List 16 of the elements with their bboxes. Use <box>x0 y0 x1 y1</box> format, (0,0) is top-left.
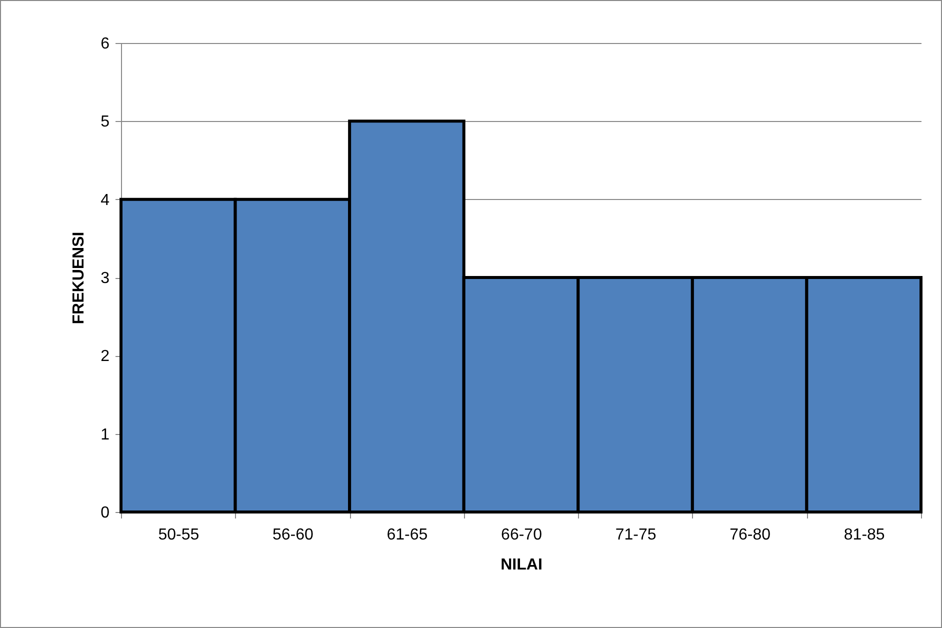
y-tick-label: 2 <box>100 348 110 366</box>
y-tick-label: 6 <box>100 36 110 52</box>
x-tick-label: 61-65 <box>386 526 428 544</box>
y-tick-label: 5 <box>100 114 110 131</box>
y-tick-label: 4 <box>100 192 110 209</box>
x-tick-label: 56-60 <box>272 526 314 544</box>
x-axis-title: NILAI <box>500 556 542 574</box>
y-tick-label: 3 <box>100 270 110 287</box>
x-tick-label: 81-85 <box>844 526 885 544</box>
y-tick-label: 1 <box>100 426 110 444</box>
y-axis-title: FREKUENSI <box>70 232 88 324</box>
x-tick-label: 50-55 <box>158 526 200 544</box>
x-tick-label: 71-75 <box>615 526 656 544</box>
y-tick-label: 0 <box>100 504 110 522</box>
x-tick-label: 66-70 <box>501 526 542 544</box>
x-tick-label: 76-80 <box>730 526 771 544</box>
